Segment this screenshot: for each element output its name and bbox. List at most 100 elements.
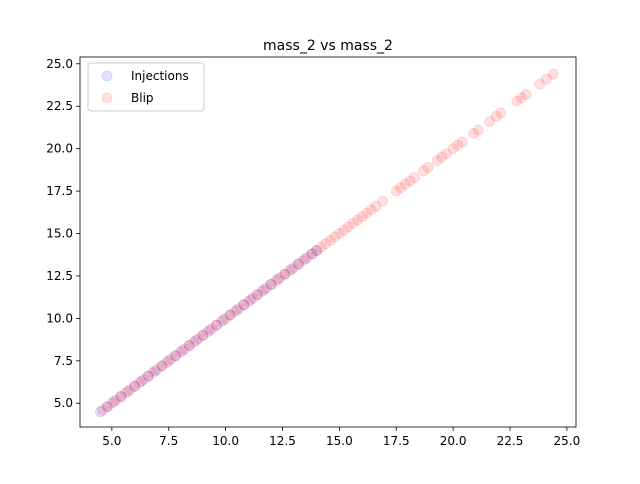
data-point	[440, 148, 452, 160]
data-point	[122, 385, 134, 397]
x-tick-label: 15.0	[326, 434, 353, 448]
data-point	[484, 116, 496, 127]
data-point	[283, 265, 295, 277]
data-point	[495, 107, 507, 119]
y-tick-label: 20.0	[46, 142, 73, 156]
data-point	[306, 248, 318, 260]
y-tick-label: 10.0	[46, 311, 73, 325]
data-point	[329, 231, 341, 243]
data-point	[238, 299, 250, 311]
data-point	[297, 255, 309, 267]
data-point	[170, 350, 182, 362]
x-tick-label: 20.0	[440, 434, 467, 448]
data-point	[292, 258, 304, 270]
data-point	[231, 304, 243, 316]
data-point	[468, 127, 480, 139]
data-point	[129, 380, 141, 392]
y-tick-label: 15.0	[46, 227, 73, 241]
data-point	[261, 282, 273, 294]
data-point	[540, 73, 552, 85]
data-point	[138, 373, 150, 385]
data-point	[106, 397, 118, 409]
data-point	[279, 268, 291, 280]
data-point	[436, 151, 448, 163]
legend-box	[87, 62, 205, 112]
legend-marker	[101, 92, 113, 104]
data-point	[311, 244, 323, 256]
data-point	[206, 323, 218, 335]
data-point	[352, 214, 364, 226]
data-point	[142, 370, 154, 382]
data-point	[242, 295, 254, 307]
data-point	[422, 161, 434, 173]
legend: Injections Blip	[87, 62, 205, 112]
data-point	[472, 124, 484, 136]
data-point	[94, 406, 106, 418]
data-point	[211, 319, 223, 331]
data-point	[115, 390, 127, 402]
data-point	[101, 401, 113, 413]
data-point	[149, 365, 161, 377]
data-point	[431, 155, 443, 167]
data-point	[299, 253, 311, 265]
data-point	[176, 345, 188, 357]
data-point	[390, 185, 402, 197]
y-tick-label: 25.0	[46, 57, 73, 71]
data-point	[265, 278, 277, 290]
data-point	[174, 346, 186, 358]
data-point	[217, 314, 229, 326]
data-point	[190, 334, 202, 346]
data-point	[224, 309, 236, 321]
y-tick-label: 17.5	[46, 184, 73, 198]
data-point	[147, 367, 159, 379]
data-point	[452, 139, 464, 151]
data-point	[133, 377, 145, 389]
data-point	[279, 268, 291, 280]
data-point	[418, 165, 430, 177]
data-point	[142, 370, 154, 382]
data-point	[110, 394, 122, 406]
data-point	[408, 172, 420, 183]
data-point	[197, 329, 209, 341]
series-blip	[97, 68, 559, 416]
data-point	[333, 228, 345, 240]
data-point	[286, 263, 298, 275]
data-point	[270, 275, 282, 287]
data-point	[101, 401, 113, 413]
data-point	[288, 261, 300, 273]
data-point	[320, 238, 332, 250]
data-point	[272, 273, 284, 285]
x-tick-label: 5.0	[102, 434, 121, 448]
y-tick-label: 5.0	[54, 396, 73, 410]
data-point	[197, 329, 209, 341]
data-point	[515, 92, 527, 104]
legend-label: Blip	[131, 91, 154, 105]
x-tick-label: 10.0	[212, 434, 239, 448]
data-point	[490, 110, 502, 122]
data-point	[258, 284, 270, 296]
data-point	[547, 68, 559, 80]
chart-title: mass_2 vs mass_2	[263, 38, 393, 54]
data-point	[160, 357, 172, 368]
data-point	[192, 333, 204, 345]
data-point	[179, 343, 191, 355]
data-point	[129, 380, 141, 392]
data-point	[233, 302, 245, 314]
x-tick-label: 17.5	[383, 434, 410, 448]
data-point	[224, 309, 236, 321]
data-point	[120, 387, 131, 399]
data-point	[251, 289, 263, 301]
data-point	[229, 306, 241, 318]
data-point	[183, 340, 195, 352]
data-point	[534, 78, 546, 90]
data-point	[292, 258, 304, 270]
data-point	[356, 211, 368, 223]
data-point	[520, 88, 532, 100]
data-point	[324, 234, 336, 246]
data-point	[156, 360, 168, 372]
data-point	[170, 350, 182, 362]
data-point	[108, 396, 120, 408]
data-point	[135, 375, 147, 387]
data-point	[97, 404, 109, 416]
